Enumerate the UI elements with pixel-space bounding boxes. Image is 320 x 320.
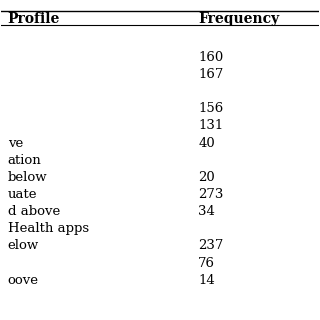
Text: 160: 160 [198,51,223,64]
Text: uate: uate [8,188,37,201]
Text: elow: elow [8,239,39,252]
Text: 20: 20 [198,171,215,184]
Text: Frequency: Frequency [198,12,279,26]
Text: Profile: Profile [8,12,60,26]
Text: 34: 34 [198,205,215,218]
Text: 76: 76 [198,257,215,269]
Text: 273: 273 [198,188,223,201]
Text: 40: 40 [198,137,215,150]
Text: 156: 156 [198,102,223,116]
Text: d above: d above [8,205,60,218]
Text: below: below [8,171,47,184]
Text: oove: oove [8,274,39,287]
Text: 167: 167 [198,68,223,81]
Text: 237: 237 [198,239,223,252]
Text: 131: 131 [198,119,223,132]
Text: 14: 14 [198,274,215,287]
Text: Health apps: Health apps [8,222,89,235]
Text: ation: ation [8,154,42,167]
Text: ve: ve [8,137,23,150]
